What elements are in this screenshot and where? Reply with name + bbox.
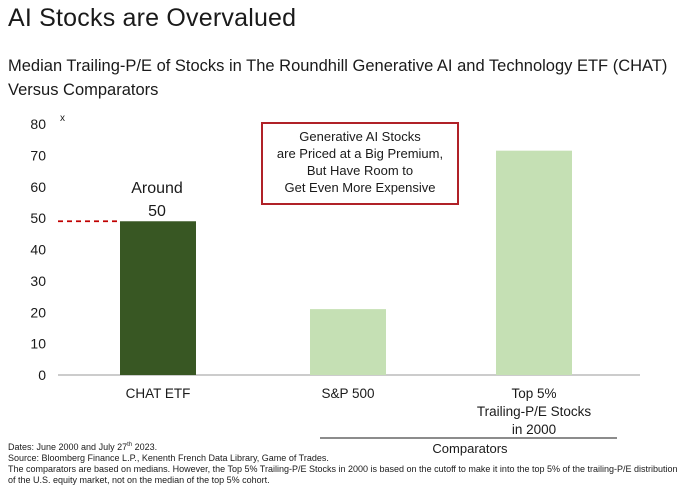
y-unit-label: x — [60, 113, 65, 124]
annotation-line-1: Around — [131, 180, 183, 197]
x-tick-label: in 2000 — [512, 422, 556, 437]
footnote-dates: Dates: June 2000 and July 27th 2023. — [8, 442, 158, 452]
y-tick-label: 70 — [30, 147, 46, 163]
bar — [310, 309, 386, 375]
chat-value-annotation: Around 50 — [118, 177, 196, 223]
y-tick-label: 0 — [38, 367, 46, 383]
y-tick-label: 50 — [30, 210, 46, 226]
callout-line-1: Generative AI Stocks — [299, 129, 421, 144]
y-tick-label: 60 — [30, 179, 46, 195]
comparators-label: Comparators — [432, 441, 508, 456]
footnotes: Dates: June 2000 and July 27th 2023. Sou… — [8, 442, 678, 486]
annotation-line-2: 50 — [148, 203, 166, 220]
callout-line-4: Get Even More Expensive — [284, 180, 436, 195]
y-tick-label: 10 — [30, 336, 46, 352]
y-tick-label: 80 — [30, 116, 46, 132]
callout-line-3: But Have Room to — [306, 163, 414, 178]
y-tick-label: 30 — [30, 273, 46, 289]
bar — [496, 150, 572, 375]
x-tick-label: Trailing-P/E Stocks — [477, 404, 592, 419]
page-title: AI Stocks are Overvalued — [8, 4, 297, 32]
x-tick-label: Top 5% — [511, 386, 556, 401]
callout-box: Generative AI Stocks are Priced at a Big… — [261, 122, 459, 205]
chart-subtitle: Median Trailing-P/E of Stocks in The Rou… — [8, 57, 668, 99]
callout-line-2: are Priced at a Big Premium, — [276, 146, 444, 161]
bar — [120, 221, 196, 375]
y-tick-label: 40 — [30, 242, 46, 258]
x-tick-label: CHAT ETF — [126, 386, 191, 401]
footnote-source: Source: Bloomberg Finance L.P., Kenenth … — [8, 453, 329, 463]
footnote-note: The comparators are based on medians. Ho… — [8, 464, 678, 485]
x-tick-label: S&P 500 — [321, 386, 374, 401]
y-tick-label: 20 — [30, 304, 46, 320]
